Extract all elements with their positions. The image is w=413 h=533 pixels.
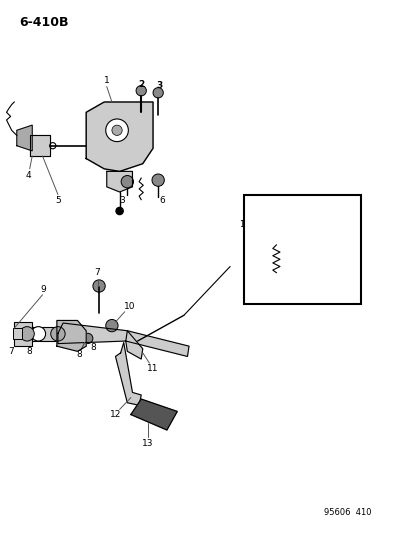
Circle shape: [116, 207, 123, 215]
Text: 3: 3: [119, 196, 125, 205]
Circle shape: [267, 276, 277, 286]
Text: 9: 9: [40, 285, 46, 294]
Text: 95606  410: 95606 410: [323, 508, 370, 516]
Bar: [14, 321, 32, 346]
Text: 6-410B: 6-410B: [19, 16, 69, 29]
Circle shape: [285, 281, 295, 291]
Circle shape: [121, 175, 133, 188]
Bar: [13, 328, 22, 340]
Circle shape: [277, 210, 289, 222]
Text: 8: 8: [76, 350, 82, 359]
Polygon shape: [57, 320, 86, 351]
Circle shape: [112, 125, 122, 135]
Bar: [277, 288, 292, 296]
Polygon shape: [131, 399, 177, 430]
Text: 7: 7: [8, 347, 14, 356]
Text: 15: 15: [298, 205, 308, 214]
Text: 18: 18: [317, 254, 327, 263]
Bar: [19, 327, 58, 341]
Polygon shape: [86, 102, 153, 172]
Text: 19: 19: [317, 268, 327, 277]
Text: 7: 7: [95, 268, 100, 277]
Polygon shape: [30, 135, 50, 156]
Bar: [276, 215, 290, 233]
Text: 3: 3: [156, 81, 162, 90]
Polygon shape: [17, 125, 32, 151]
Text: 8: 8: [27, 347, 33, 356]
Circle shape: [253, 220, 261, 229]
Text: 16: 16: [317, 277, 327, 285]
Text: 6: 6: [159, 196, 164, 205]
Circle shape: [280, 292, 289, 301]
Text: 1: 1: [104, 76, 109, 85]
Circle shape: [310, 213, 320, 223]
Text: TURBO: TURBO: [284, 287, 320, 297]
Text: 5: 5: [55, 196, 61, 205]
Polygon shape: [126, 331, 142, 359]
Polygon shape: [107, 172, 132, 192]
Circle shape: [136, 86, 146, 96]
Text: 2: 2: [138, 79, 144, 88]
Text: 10: 10: [124, 302, 135, 311]
Text: 11: 11: [147, 364, 159, 373]
Text: 20: 20: [317, 291, 327, 300]
Text: 14: 14: [238, 220, 249, 229]
Polygon shape: [58, 323, 189, 357]
Text: 17: 17: [317, 240, 327, 249]
Circle shape: [153, 87, 163, 98]
Text: 12: 12: [109, 410, 121, 419]
Circle shape: [105, 319, 118, 332]
Polygon shape: [115, 343, 141, 405]
Circle shape: [51, 327, 65, 341]
Circle shape: [20, 327, 34, 341]
Text: 13: 13: [142, 439, 153, 448]
Circle shape: [83, 333, 93, 344]
Circle shape: [19, 330, 27, 338]
Circle shape: [93, 280, 105, 292]
Circle shape: [298, 211, 308, 221]
Text: 8: 8: [90, 343, 95, 352]
Text: 15: 15: [317, 282, 327, 292]
Circle shape: [105, 119, 128, 142]
Text: 16: 16: [316, 206, 325, 215]
Bar: [243, 195, 360, 303]
Text: 4: 4: [25, 171, 31, 180]
Circle shape: [152, 174, 164, 187]
Circle shape: [50, 143, 56, 149]
Circle shape: [14, 325, 32, 343]
Circle shape: [31, 327, 45, 341]
Circle shape: [253, 292, 261, 301]
